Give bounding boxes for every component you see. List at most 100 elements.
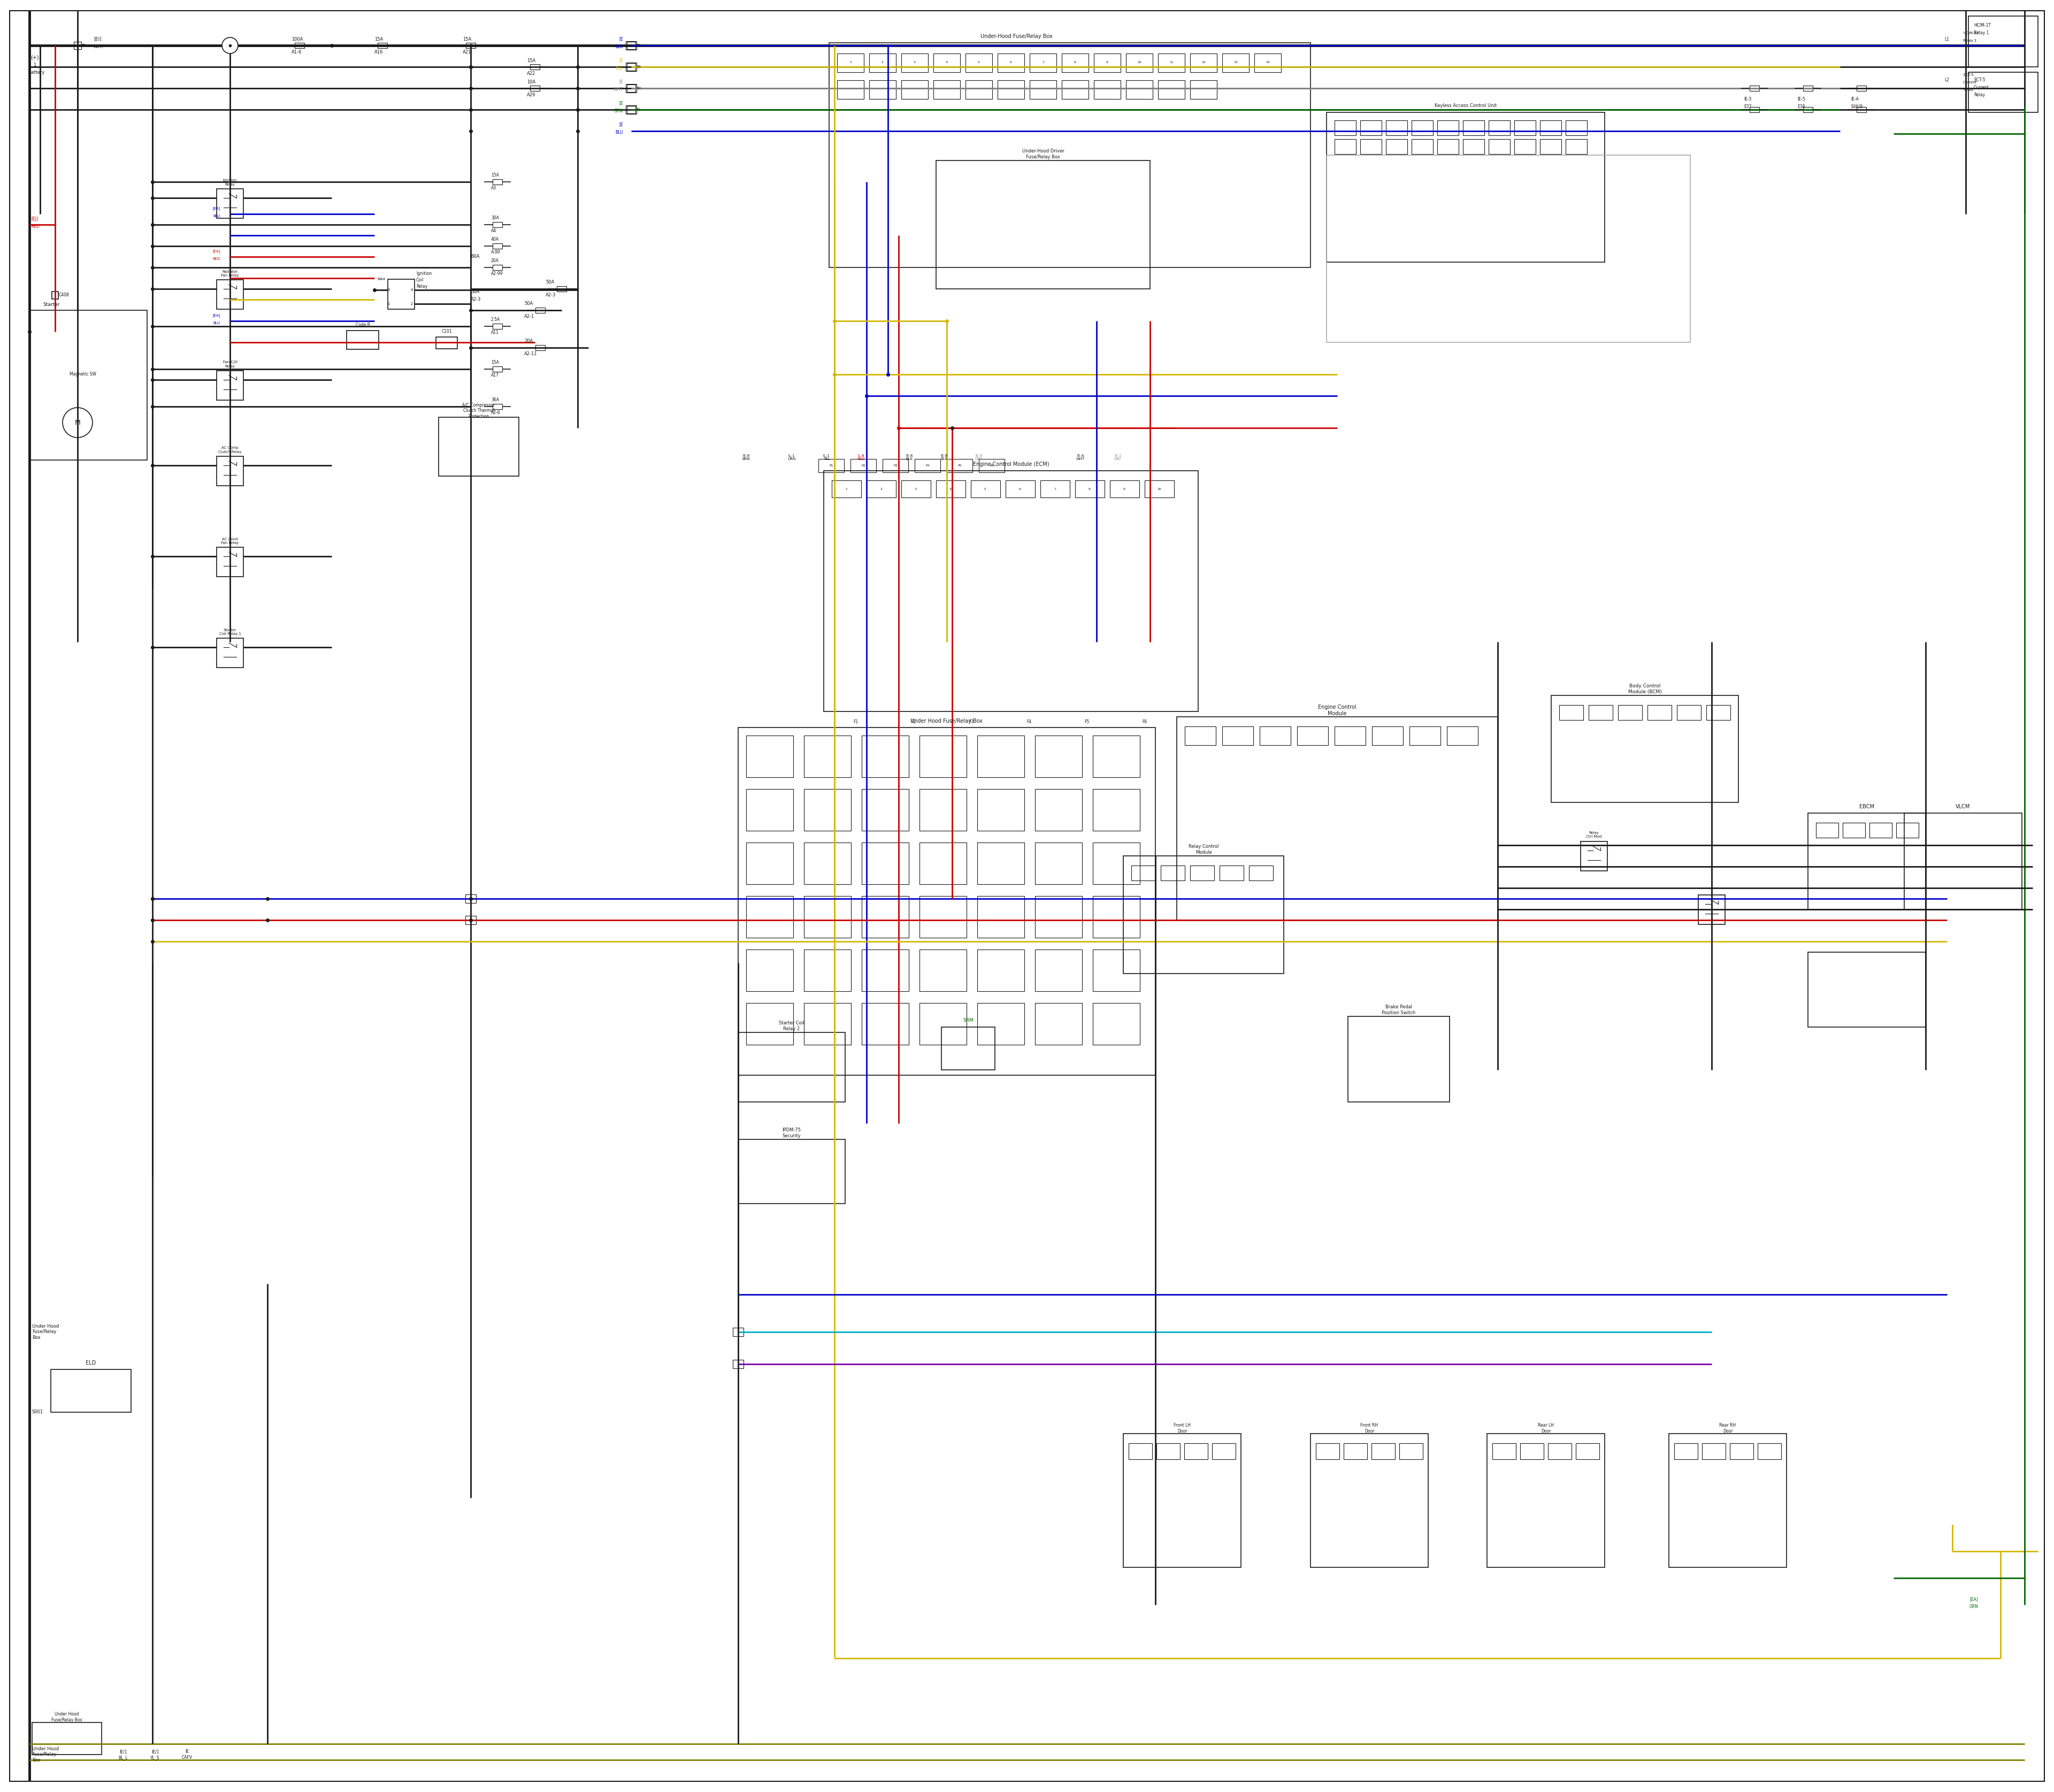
Bar xyxy=(626,106,635,113)
Text: Keyless Access Control Unit: Keyless Access Control Unit xyxy=(1434,102,1497,108)
Text: 30A: 30A xyxy=(491,215,499,220)
Bar xyxy=(1462,120,1485,136)
Text: IE
CAFV: IE CAFV xyxy=(183,1749,193,1760)
Bar xyxy=(817,459,844,473)
Text: 60: 60 xyxy=(637,86,641,90)
Text: 3: 3 xyxy=(914,487,916,491)
Bar xyxy=(863,1004,908,1045)
Text: 20A: 20A xyxy=(491,258,499,263)
Bar xyxy=(33,1722,101,1754)
Bar xyxy=(978,896,1025,937)
Text: 15A: 15A xyxy=(491,360,499,366)
Bar xyxy=(863,950,908,991)
Text: S001: S001 xyxy=(33,1410,43,1414)
Bar xyxy=(1386,120,1407,136)
Bar xyxy=(1411,140,1434,154)
Bar xyxy=(1177,717,1497,919)
Bar xyxy=(493,222,503,228)
Bar xyxy=(1514,120,1536,136)
Bar xyxy=(803,842,850,883)
Text: P2: P2 xyxy=(861,464,865,466)
Bar xyxy=(1565,120,1588,136)
Text: HCIM-1T: HCIM-1T xyxy=(1964,32,1978,34)
Bar xyxy=(998,54,1025,72)
Bar xyxy=(1803,108,1814,113)
Text: A1-6: A1-6 xyxy=(292,50,302,54)
Text: F6: F6 xyxy=(1142,720,1146,724)
Bar xyxy=(1842,823,1865,837)
Text: Current: Current xyxy=(1964,81,1978,84)
Bar xyxy=(980,459,1004,473)
Text: Relay: Relay xyxy=(1974,93,1984,97)
Bar xyxy=(1220,866,1243,880)
Text: Rear LH
Door: Rear LH Door xyxy=(1538,1423,1555,1434)
Bar xyxy=(978,842,1025,883)
Text: 9: 9 xyxy=(1124,487,1126,491)
Bar xyxy=(1540,140,1561,154)
Bar xyxy=(803,735,850,778)
Text: P3: P3 xyxy=(893,464,898,466)
Bar xyxy=(1222,54,1249,72)
Text: RED: RED xyxy=(214,258,220,260)
Text: 2: 2 xyxy=(411,303,413,305)
Text: ELD: ELD xyxy=(86,1360,97,1366)
Bar xyxy=(1109,480,1140,498)
Bar xyxy=(1750,86,1760,91)
Bar xyxy=(1399,1443,1423,1459)
Bar xyxy=(863,735,908,778)
Text: 5: 5 xyxy=(984,487,986,491)
Text: 3: 3 xyxy=(388,289,390,292)
Bar xyxy=(1674,1443,1699,1459)
Bar xyxy=(626,41,635,48)
Bar xyxy=(1310,1434,1428,1568)
Text: A3: A3 xyxy=(491,186,497,190)
Text: [E: [E xyxy=(618,79,622,84)
Text: A2-99: A2-99 xyxy=(491,271,503,276)
Text: 13: 13 xyxy=(1234,61,1239,65)
Text: C408: C408 xyxy=(60,292,70,297)
Text: BLU: BLU xyxy=(616,45,622,48)
Bar xyxy=(869,81,896,99)
Text: A2-11: A2-11 xyxy=(524,351,538,357)
Text: Radiator
Fan Relay: Radiator Fan Relay xyxy=(222,271,238,276)
Text: IE-A: IE-A xyxy=(1851,97,1859,102)
Bar xyxy=(965,81,992,99)
Text: 50A: 50A xyxy=(546,280,555,285)
Bar xyxy=(1161,866,1185,880)
Bar xyxy=(1575,1443,1600,1459)
Text: E46/9: E46/9 xyxy=(1851,104,1863,109)
Text: [EA]: [EA] xyxy=(212,249,220,253)
Bar xyxy=(838,81,865,99)
Text: F5: F5 xyxy=(1085,720,1089,724)
Bar xyxy=(1487,1434,1604,1568)
Bar xyxy=(1128,1443,1152,1459)
Circle shape xyxy=(62,407,92,437)
Bar xyxy=(1707,704,1729,720)
Bar xyxy=(746,950,793,991)
Bar xyxy=(1409,726,1440,745)
Bar xyxy=(1035,1004,1082,1045)
Text: 8: 8 xyxy=(1074,61,1076,65)
Text: [EA]: [EA] xyxy=(1970,1597,1978,1602)
Bar xyxy=(920,788,967,831)
Bar xyxy=(737,1032,844,1102)
Bar xyxy=(920,950,967,991)
Bar xyxy=(978,1004,1025,1045)
Bar xyxy=(1074,480,1105,498)
Text: BLU: BLU xyxy=(214,321,220,324)
Bar xyxy=(920,842,967,883)
Bar xyxy=(933,54,959,72)
Text: 50A: 50A xyxy=(524,301,532,306)
Bar xyxy=(1489,140,1510,154)
Bar xyxy=(626,63,635,70)
Text: T1: T1 xyxy=(82,43,86,47)
Text: A22: A22 xyxy=(528,72,536,75)
Bar xyxy=(1565,140,1588,154)
Bar xyxy=(1446,726,1479,745)
Bar xyxy=(978,735,1025,778)
Text: F1: F1 xyxy=(852,720,859,724)
Text: 1: 1 xyxy=(844,487,846,491)
Bar xyxy=(493,244,503,249)
Bar xyxy=(74,41,82,48)
Bar xyxy=(1093,1004,1140,1045)
